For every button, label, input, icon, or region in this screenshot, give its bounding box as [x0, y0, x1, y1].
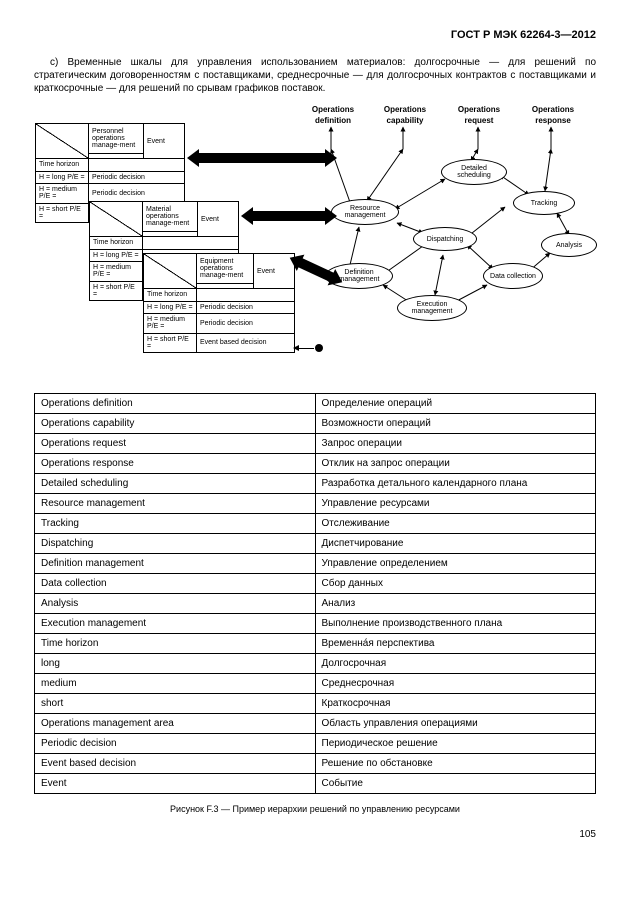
table-row: Operations management areaОбласть управл…	[35, 714, 596, 734]
big-arrow-1	[197, 153, 327, 163]
translation-table: Operations definitionОпределение операци…	[34, 393, 596, 794]
event-arrow	[298, 348, 314, 349]
table-row: Event based decisionРешение по обстановк…	[35, 754, 596, 774]
node-dispatching: Dispatching	[413, 227, 477, 251]
node-resource: Resource management	[331, 199, 399, 225]
table-row: Resource managementУправление ресурсами	[35, 494, 596, 514]
table-row: shortКраткосрочная	[35, 694, 596, 714]
event-dot	[315, 344, 323, 352]
document-id: ГОСТ Р МЭК 62264-3—2012	[34, 28, 596, 42]
figure-caption: Рисунок F.3 — Пример иерархии решений по…	[34, 804, 596, 816]
node-analysis: Analysis	[541, 233, 597, 257]
mini-table-equipment: Equipment operations manage-mentEvent Ti…	[143, 253, 295, 353]
table-row: TrackingОтслеживание	[35, 514, 596, 534]
table-row: Data collectionСбор данных	[35, 574, 596, 594]
table-row: longДолгосрочная	[35, 654, 596, 674]
diagram: Operations definition Operations capabil…	[35, 105, 595, 385]
table-row: Operations requestЗапрос операции	[35, 434, 596, 454]
table-row: Execution managementВыполнение производс…	[35, 614, 596, 634]
table-row: Operations capabilityВозможности операци…	[35, 414, 596, 434]
label-ops-cap: Operations capability	[375, 105, 435, 126]
table-row: mediumСреднесрочная	[35, 674, 596, 694]
big-arrow-3	[297, 258, 336, 283]
label-ops-resp: Operations response	[523, 105, 583, 126]
table-row: DispatchingДиспетчирование	[35, 534, 596, 554]
node-execution: Execution management	[397, 295, 467, 321]
page: ГОСТ Р МЭК 62264-3—2012 c) Временные шка…	[0, 0, 630, 859]
big-arrow-2	[251, 211, 327, 221]
table-row: Detailed schedulingРазработка детального…	[35, 474, 596, 494]
table-row: Operations definitionОпределение операци…	[35, 394, 596, 414]
table-row: AnalysisАнализ	[35, 594, 596, 614]
table-row: Time horizonВременна́я перспектива	[35, 634, 596, 654]
label-ops-def: Operations definition	[303, 105, 363, 126]
node-tracking: Tracking	[513, 191, 575, 215]
table-row: Definition managementУправление определе…	[35, 554, 596, 574]
table-row: Operations responseОтклик на запрос опер…	[35, 454, 596, 474]
node-detailed: Detailed scheduling	[441, 159, 507, 185]
table-row: EventСобытие	[35, 774, 596, 794]
paragraph-c: c) Временные шкалы для управления исполь…	[34, 56, 596, 95]
node-data: Data collection	[483, 263, 543, 289]
table-row: Periodic decisionПериодическое решение	[35, 734, 596, 754]
page-number: 105	[34, 828, 596, 841]
label-ops-req: Operations request	[449, 105, 509, 126]
